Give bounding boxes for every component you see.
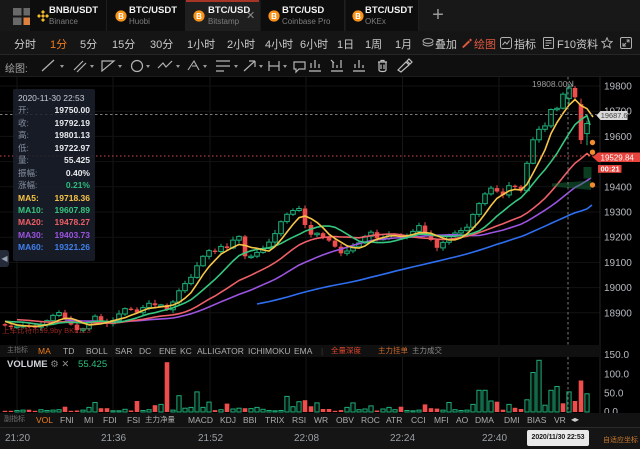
svg-text:19000: 19000 — [604, 283, 632, 294]
svg-text:50.0: 50.0 — [604, 389, 624, 400]
svg-text:B: B — [196, 12, 202, 21]
svg-text:19400: 19400 — [604, 182, 632, 193]
svg-text:00:21: 00:21 — [601, 165, 620, 174]
svg-text:19300: 19300 — [604, 208, 632, 219]
svg-text:B: B — [118, 12, 124, 21]
svg-text:18900: 18900 — [604, 308, 632, 319]
svg-text:150.0: 150.0 — [604, 350, 629, 361]
svg-text:19100: 19100 — [604, 258, 632, 269]
svg-text:B: B — [355, 12, 361, 21]
svg-text:19600: 19600 — [604, 132, 632, 143]
svg-text:19529.84: 19529.84 — [601, 153, 635, 162]
svg-text:100.0: 100.0 — [604, 370, 629, 381]
svg-text:上车比特币99,9by BKL123: 上车比特币99,9by BKL123 — [2, 325, 91, 335]
svg-text:19808.00: 19808.00 — [532, 79, 568, 89]
svg-text:19200: 19200 — [604, 233, 632, 244]
svg-text:B: B — [271, 12, 277, 21]
svg-text:19687.6: 19687.6 — [601, 111, 628, 120]
svg-text:19800: 19800 — [604, 82, 632, 93]
svg-text:0.0: 0.0 — [604, 407, 618, 418]
